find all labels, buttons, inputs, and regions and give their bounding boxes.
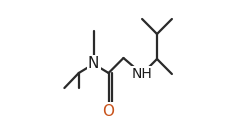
Text: N: N [88, 56, 99, 72]
Text: NH: NH [132, 67, 153, 81]
Text: O: O [103, 103, 115, 119]
